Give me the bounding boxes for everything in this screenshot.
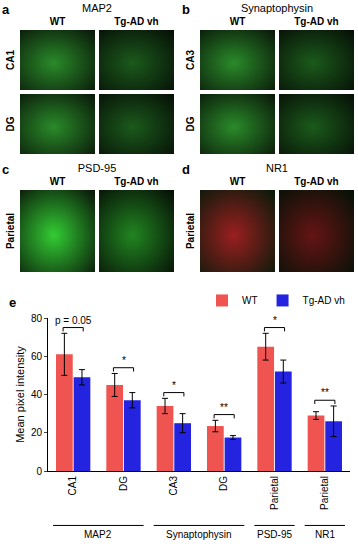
svg-text:*: * <box>172 380 176 391</box>
svg-text:PSD-95: PSD-95 <box>257 529 292 540</box>
svg-text:MAP2: MAP2 <box>84 529 112 540</box>
svg-text:**: ** <box>220 402 228 413</box>
svg-text:**: ** <box>321 387 329 398</box>
html-text:NR1: NR1 <box>266 162 288 174</box>
html-text:CA1: CA1 <box>5 50 16 70</box>
svg-text:e: e <box>9 295 16 310</box>
html-text:CA3: CA3 <box>185 50 196 70</box>
html-text:WT: WT <box>49 16 66 27</box>
html-text:Parietal: Parietal <box>5 212 16 250</box>
svg-text:NR1: NR1 <box>315 529 335 540</box>
html-text:MAP2: MAP2 <box>82 2 112 14</box>
html-text:Parietal: Parietal <box>185 212 196 250</box>
svg-text:DG: DG <box>218 476 229 491</box>
html-text:b: b <box>182 2 190 17</box>
svg-text:20: 20 <box>31 427 43 438</box>
html-text:DG: DG <box>5 116 16 132</box>
html-text:DG: DG <box>185 116 196 132</box>
html-text:Tg-AD vh: Tg-AD vh <box>114 176 159 187</box>
svg-text:Synaptophysin: Synaptophysin <box>166 529 232 540</box>
svg-text:Tg-AD vh: Tg-AD vh <box>303 295 345 306</box>
svg-text:Mean pixel intensity: Mean pixel intensity <box>14 346 26 443</box>
html-text:Tg-AD vh: Tg-AD vh <box>114 16 159 27</box>
svg-text:Parietal: Parietal <box>269 476 280 510</box>
html-text:WT: WT <box>229 16 246 27</box>
html-text:WT: WT <box>49 176 66 187</box>
html-text:c: c <box>2 162 10 177</box>
html-text:Synaptophysin: Synaptophysin <box>240 2 314 14</box>
svg-text:p = 0.05: p = 0.05 <box>55 315 92 326</box>
svg-text:Parietal: Parietal <box>319 476 330 510</box>
html-text:Tg-AD vh: Tg-AD vh <box>294 176 339 187</box>
html-text:Tg-AD vh: Tg-AD vh <box>294 16 339 27</box>
html-text:WT: WT <box>229 176 246 187</box>
svg-text:*: * <box>122 355 126 366</box>
html-text:d: d <box>182 162 190 177</box>
svg-text:*: * <box>273 315 277 326</box>
svg-text:CA3: CA3 <box>168 476 179 496</box>
svg-text:60: 60 <box>31 351 43 362</box>
html-text:PSD-95: PSD-95 <box>77 162 117 174</box>
svg-text:80: 80 <box>31 313 43 324</box>
svg-text:DG: DG <box>118 476 129 491</box>
html-text:a: a <box>2 2 10 17</box>
svg-text:CA1: CA1 <box>67 476 78 496</box>
svg-text:WT: WT <box>242 295 258 306</box>
svg-text:40: 40 <box>31 389 43 400</box>
svg-text:0: 0 <box>36 466 42 477</box>
